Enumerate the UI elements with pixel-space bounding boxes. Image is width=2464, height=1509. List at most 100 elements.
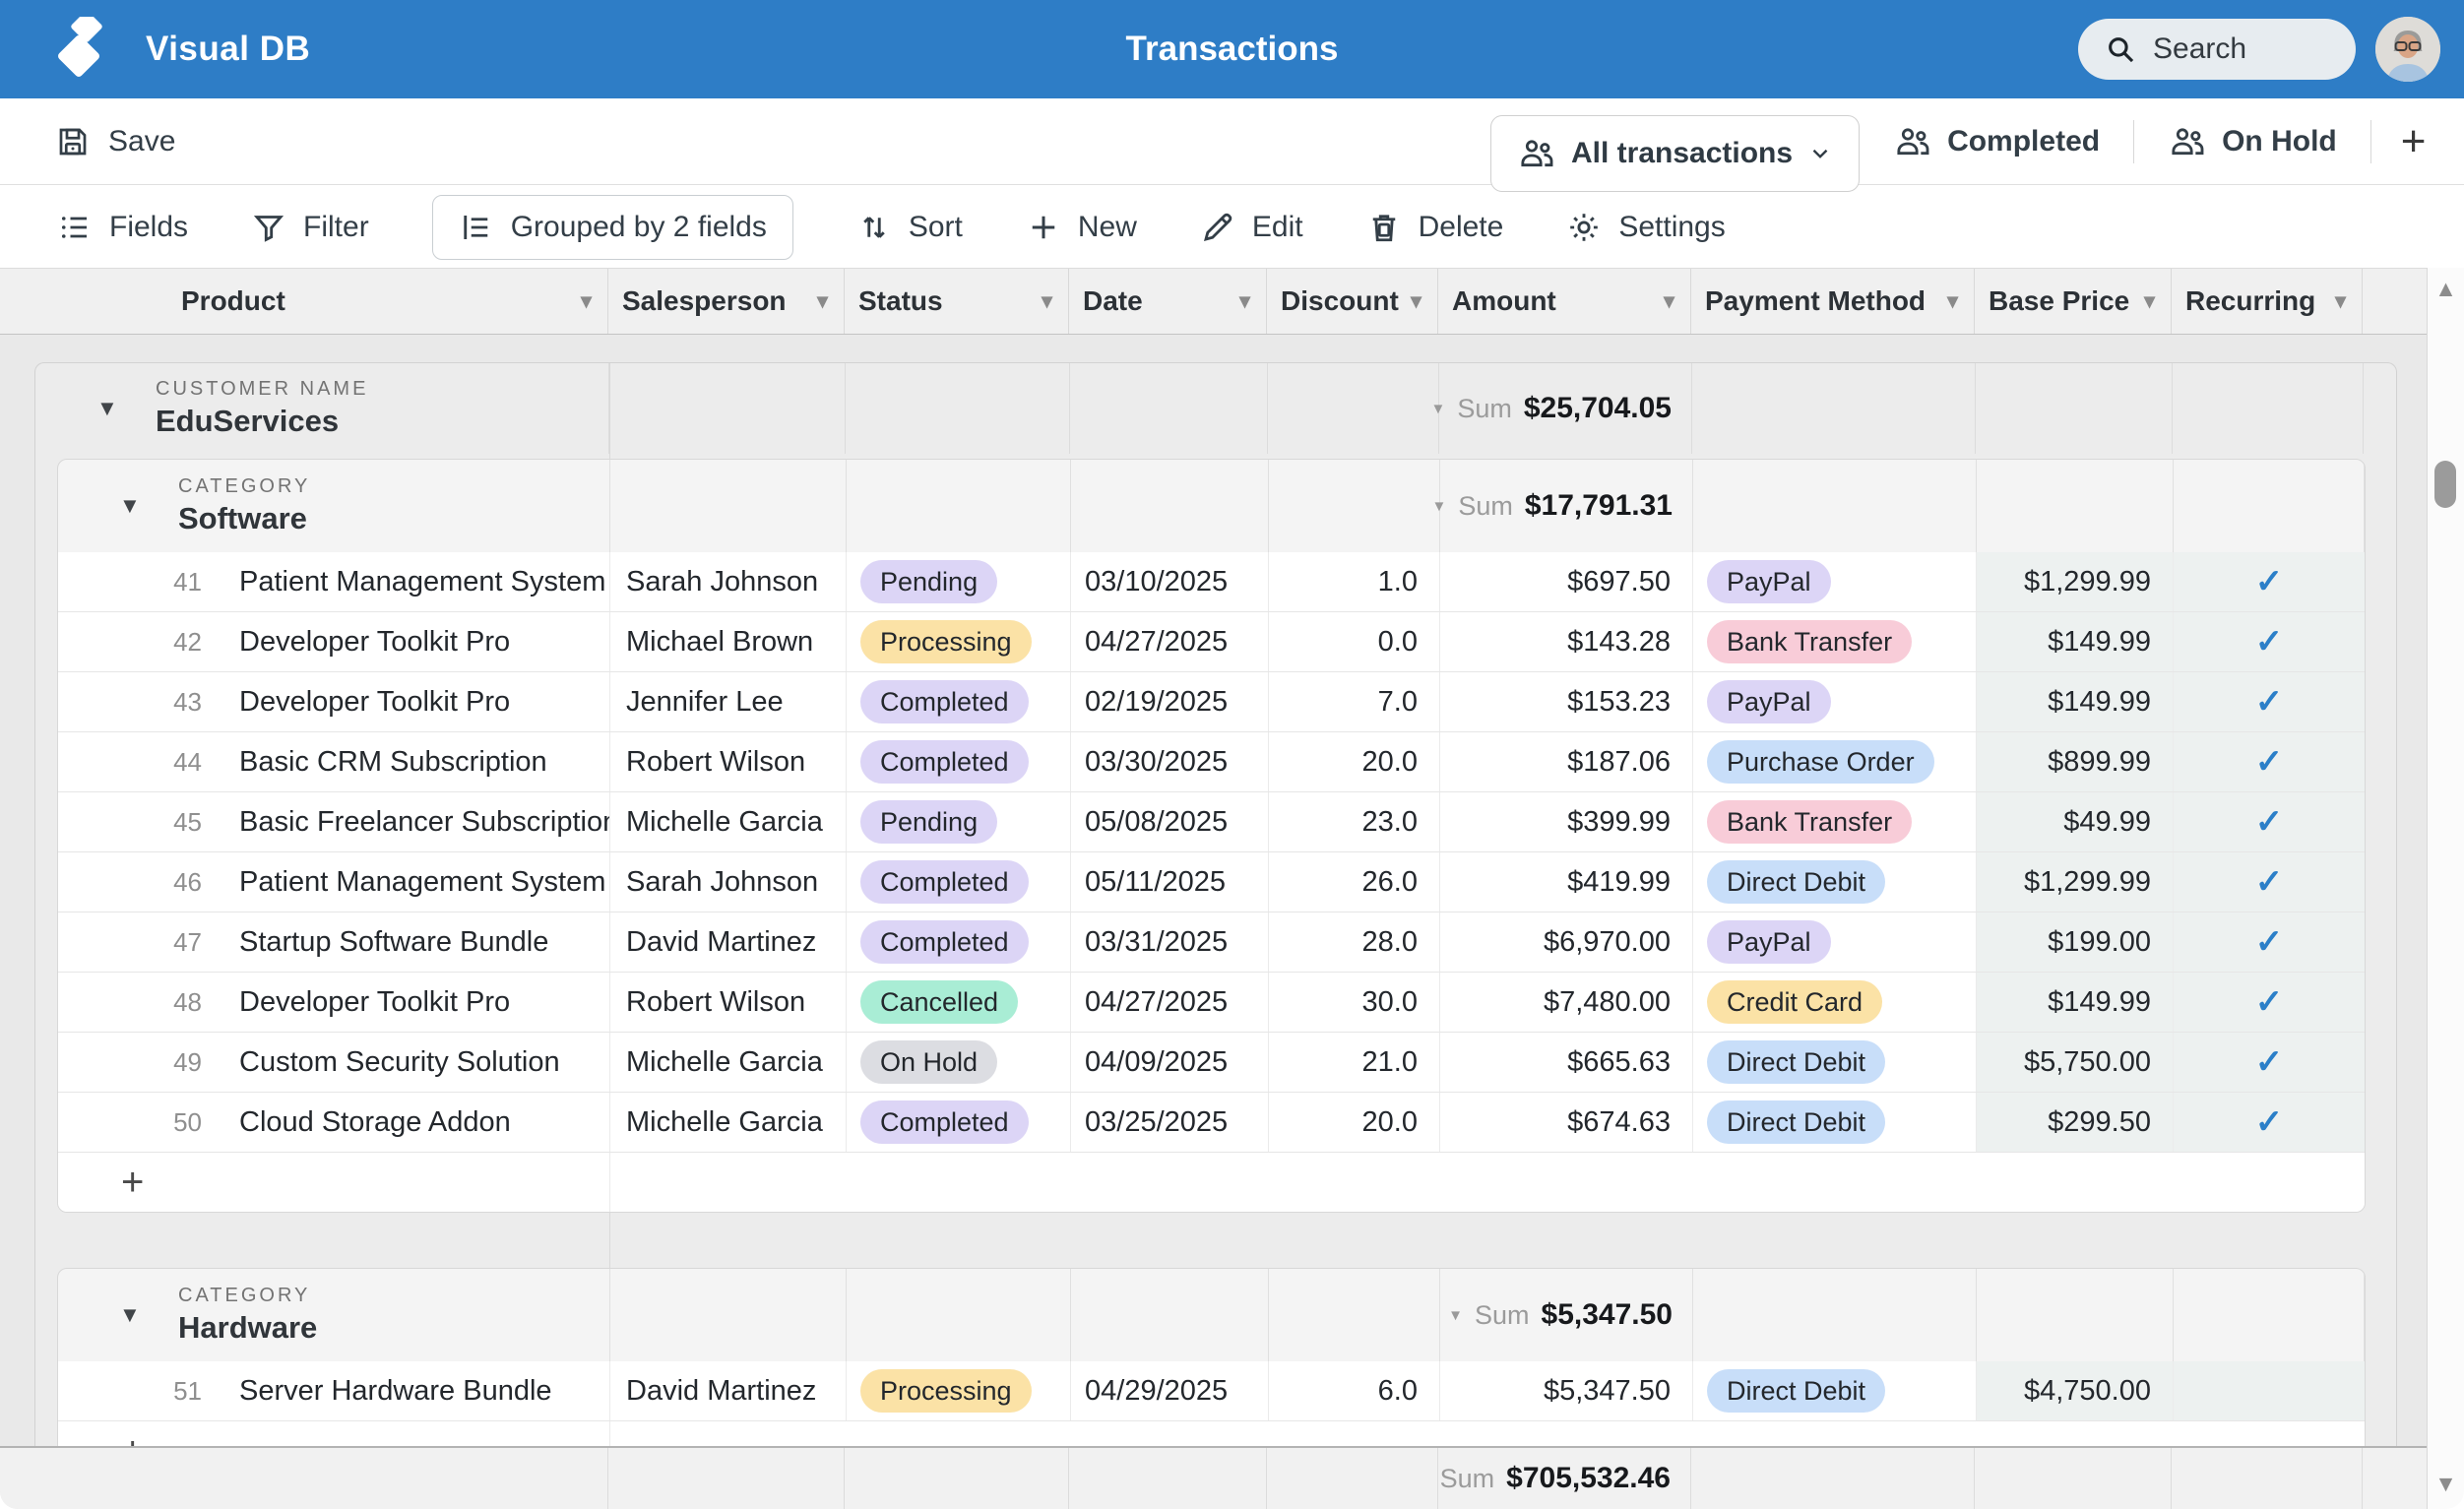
- base-price-cell[interactable]: $899.99: [1977, 732, 2174, 791]
- search-input[interactable]: Search: [2078, 19, 2356, 80]
- status-badge[interactable]: Completed: [860, 860, 1029, 904]
- payment-method-badge[interactable]: Direct Debit: [1707, 860, 1886, 904]
- payment-method-badge[interactable]: Bank Transfer: [1707, 800, 1913, 844]
- base-price-cell[interactable]: $5,750.00: [1977, 1033, 2174, 1092]
- payment-method-cell[interactable]: Purchase Order: [1693, 732, 1977, 791]
- payment-method-badge[interactable]: PayPal: [1707, 920, 1831, 964]
- date-cell[interactable]: 03/25/2025: [1071, 1093, 1269, 1152]
- discount-cell[interactable]: 7.0: [1269, 672, 1440, 731]
- product-cell[interactable]: 42 Developer Toolkit Pro: [58, 612, 610, 671]
- status-badge[interactable]: Completed: [860, 740, 1029, 784]
- recurring-cell[interactable]: ✓: [2174, 912, 2365, 972]
- column-dropdown-icon[interactable]: ▾: [1410, 288, 1422, 313]
- discount-cell[interactable]: 23.0: [1269, 792, 1440, 851]
- column-dropdown-icon[interactable]: ▾: [1663, 288, 1674, 313]
- salesperson-cell[interactable]: Sarah Johnson: [610, 852, 847, 912]
- salesperson-cell[interactable]: Robert Wilson: [610, 732, 847, 791]
- product-cell[interactable]: 43 Developer Toolkit Pro: [58, 672, 610, 731]
- recurring-cell[interactable]: ✓: [2174, 792, 2365, 851]
- tab-completed[interactable]: Completed: [1860, 122, 2133, 161]
- status-cell[interactable]: Completed: [847, 852, 1071, 912]
- collapse-icon[interactable]: ▼: [119, 1302, 141, 1327]
- column-dropdown-icon[interactable]: ▾: [1238, 288, 1250, 313]
- amount-cell[interactable]: $5,347.50: [1440, 1361, 1693, 1420]
- status-badge[interactable]: Pending: [860, 560, 998, 603]
- payment-method-cell[interactable]: PayPal: [1693, 552, 1977, 611]
- payment-method-cell[interactable]: Direct Debit: [1693, 1033, 1977, 1092]
- column-header-discount[interactable]: Discount ▾: [1267, 269, 1438, 334]
- base-price-cell[interactable]: $1,299.99: [1977, 552, 2174, 611]
- payment-method-badge[interactable]: PayPal: [1707, 680, 1831, 723]
- salesperson-cell[interactable]: Michael Brown: [610, 612, 847, 671]
- settings-button[interactable]: Settings: [1566, 210, 1726, 245]
- scrollbar-thumb[interactable]: [2434, 461, 2456, 508]
- column-header-payment-method[interactable]: Payment Method ▾: [1691, 269, 1975, 334]
- status-cell[interactable]: On Hold: [847, 1033, 1071, 1092]
- base-price-cell[interactable]: $1,299.99: [1977, 852, 2174, 912]
- amount-cell[interactable]: $7,480.00: [1440, 973, 1693, 1032]
- status-badge[interactable]: Processing: [860, 620, 1032, 663]
- payment-method-badge[interactable]: Purchase Order: [1707, 740, 1934, 784]
- column-dropdown-icon[interactable]: ▾: [2143, 288, 2155, 313]
- recurring-cell[interactable]: ✓: [2174, 852, 2365, 912]
- collapse-icon[interactable]: ▼: [96, 396, 118, 420]
- payment-method-badge[interactable]: Direct Debit: [1707, 1100, 1886, 1144]
- status-badge[interactable]: Processing: [860, 1369, 1032, 1413]
- product-cell[interactable]: 48 Developer Toolkit Pro: [58, 973, 610, 1032]
- save-button[interactable]: Save: [55, 98, 175, 184]
- discount-cell[interactable]: 0.0: [1269, 612, 1440, 671]
- payment-method-cell[interactable]: Direct Debit: [1693, 852, 1977, 912]
- date-cell[interactable]: 05/08/2025: [1071, 792, 1269, 851]
- date-cell[interactable]: 04/27/2025: [1071, 973, 1269, 1032]
- column-header-status[interactable]: Status ▾: [845, 269, 1069, 334]
- status-cell[interactable]: Completed: [847, 732, 1071, 791]
- amount-cell[interactable]: $674.63: [1440, 1093, 1693, 1152]
- status-cell[interactable]: Pending: [847, 552, 1071, 611]
- table-row[interactable]: 49 Custom Security Solution Michelle Gar…: [58, 1033, 2365, 1093]
- amount-cell[interactable]: $187.06: [1440, 732, 1693, 791]
- product-cell[interactable]: 50 Cloud Storage Addon: [58, 1093, 610, 1152]
- grouped-button[interactable]: Grouped by 2 fields: [431, 194, 793, 260]
- discount-cell[interactable]: 1.0: [1269, 552, 1440, 611]
- discount-cell[interactable]: 21.0: [1269, 1033, 1440, 1092]
- recurring-cell[interactable]: ✓: [2174, 732, 2365, 791]
- column-dropdown-icon[interactable]: ▾: [580, 288, 592, 313]
- scroll-up-icon[interactable]: ▲: [2434, 276, 2457, 301]
- base-price-cell[interactable]: $4,750.00: [1977, 1361, 2174, 1420]
- table-row[interactable]: 41 Patient Management System Sarah Johns…: [58, 552, 2365, 612]
- edit-button[interactable]: Edit: [1200, 210, 1303, 245]
- payment-method-badge[interactable]: Credit Card: [1707, 980, 1883, 1024]
- recurring-cell[interactable]: ✓: [2174, 1093, 2365, 1152]
- column-header-salesperson[interactable]: Salesperson ▾: [608, 269, 845, 334]
- salesperson-cell[interactable]: David Martinez: [610, 912, 847, 972]
- payment-method-cell[interactable]: PayPal: [1693, 672, 1977, 731]
- status-badge[interactable]: On Hold: [860, 1040, 998, 1084]
- column-header-product[interactable]: Product ▾: [0, 269, 608, 334]
- base-price-cell[interactable]: $149.99: [1977, 672, 2174, 731]
- product-cell[interactable]: 47 Startup Software Bundle: [58, 912, 610, 972]
- status-badge[interactable]: Completed: [860, 920, 1029, 964]
- table-row[interactable]: 50 Cloud Storage Addon Michelle Garcia C…: [58, 1093, 2365, 1153]
- table-row[interactable]: 48 Developer Toolkit Pro Robert Wilson C…: [58, 973, 2365, 1033]
- payment-method-cell[interactable]: Bank Transfer: [1693, 612, 1977, 671]
- payment-method-badge[interactable]: Direct Debit: [1707, 1040, 1886, 1084]
- table-row[interactable]: 42 Developer Toolkit Pro Michael Brown P…: [58, 612, 2365, 672]
- base-price-cell[interactable]: $299.50: [1977, 1093, 2174, 1152]
- date-cell[interactable]: 03/31/2025: [1071, 912, 1269, 972]
- salesperson-cell[interactable]: Sarah Johnson: [610, 552, 847, 611]
- status-cell[interactable]: Pending: [847, 792, 1071, 851]
- status-badge[interactable]: Pending: [860, 800, 998, 844]
- table-row[interactable]: 51 Server Hardware Bundle David Martinez…: [58, 1361, 2365, 1421]
- salesperson-cell[interactable]: Robert Wilson: [610, 973, 847, 1032]
- recurring-cell[interactable]: ✓: [2174, 612, 2365, 671]
- base-price-cell[interactable]: $199.00: [1977, 912, 2174, 972]
- payment-method-cell[interactable]: Credit Card: [1693, 973, 1977, 1032]
- filter-button[interactable]: Filter: [251, 210, 369, 245]
- table-row[interactable]: 43 Developer Toolkit Pro Jennifer Lee Co…: [58, 672, 2365, 732]
- date-cell[interactable]: 03/10/2025: [1071, 552, 1269, 611]
- date-cell[interactable]: 02/19/2025: [1071, 672, 1269, 731]
- status-cell[interactable]: Processing: [847, 612, 1071, 671]
- fields-button[interactable]: Fields: [57, 210, 188, 245]
- table-row[interactable]: 47 Startup Software Bundle David Martine…: [58, 912, 2365, 973]
- payment-method-cell[interactable]: Direct Debit: [1693, 1361, 1977, 1420]
